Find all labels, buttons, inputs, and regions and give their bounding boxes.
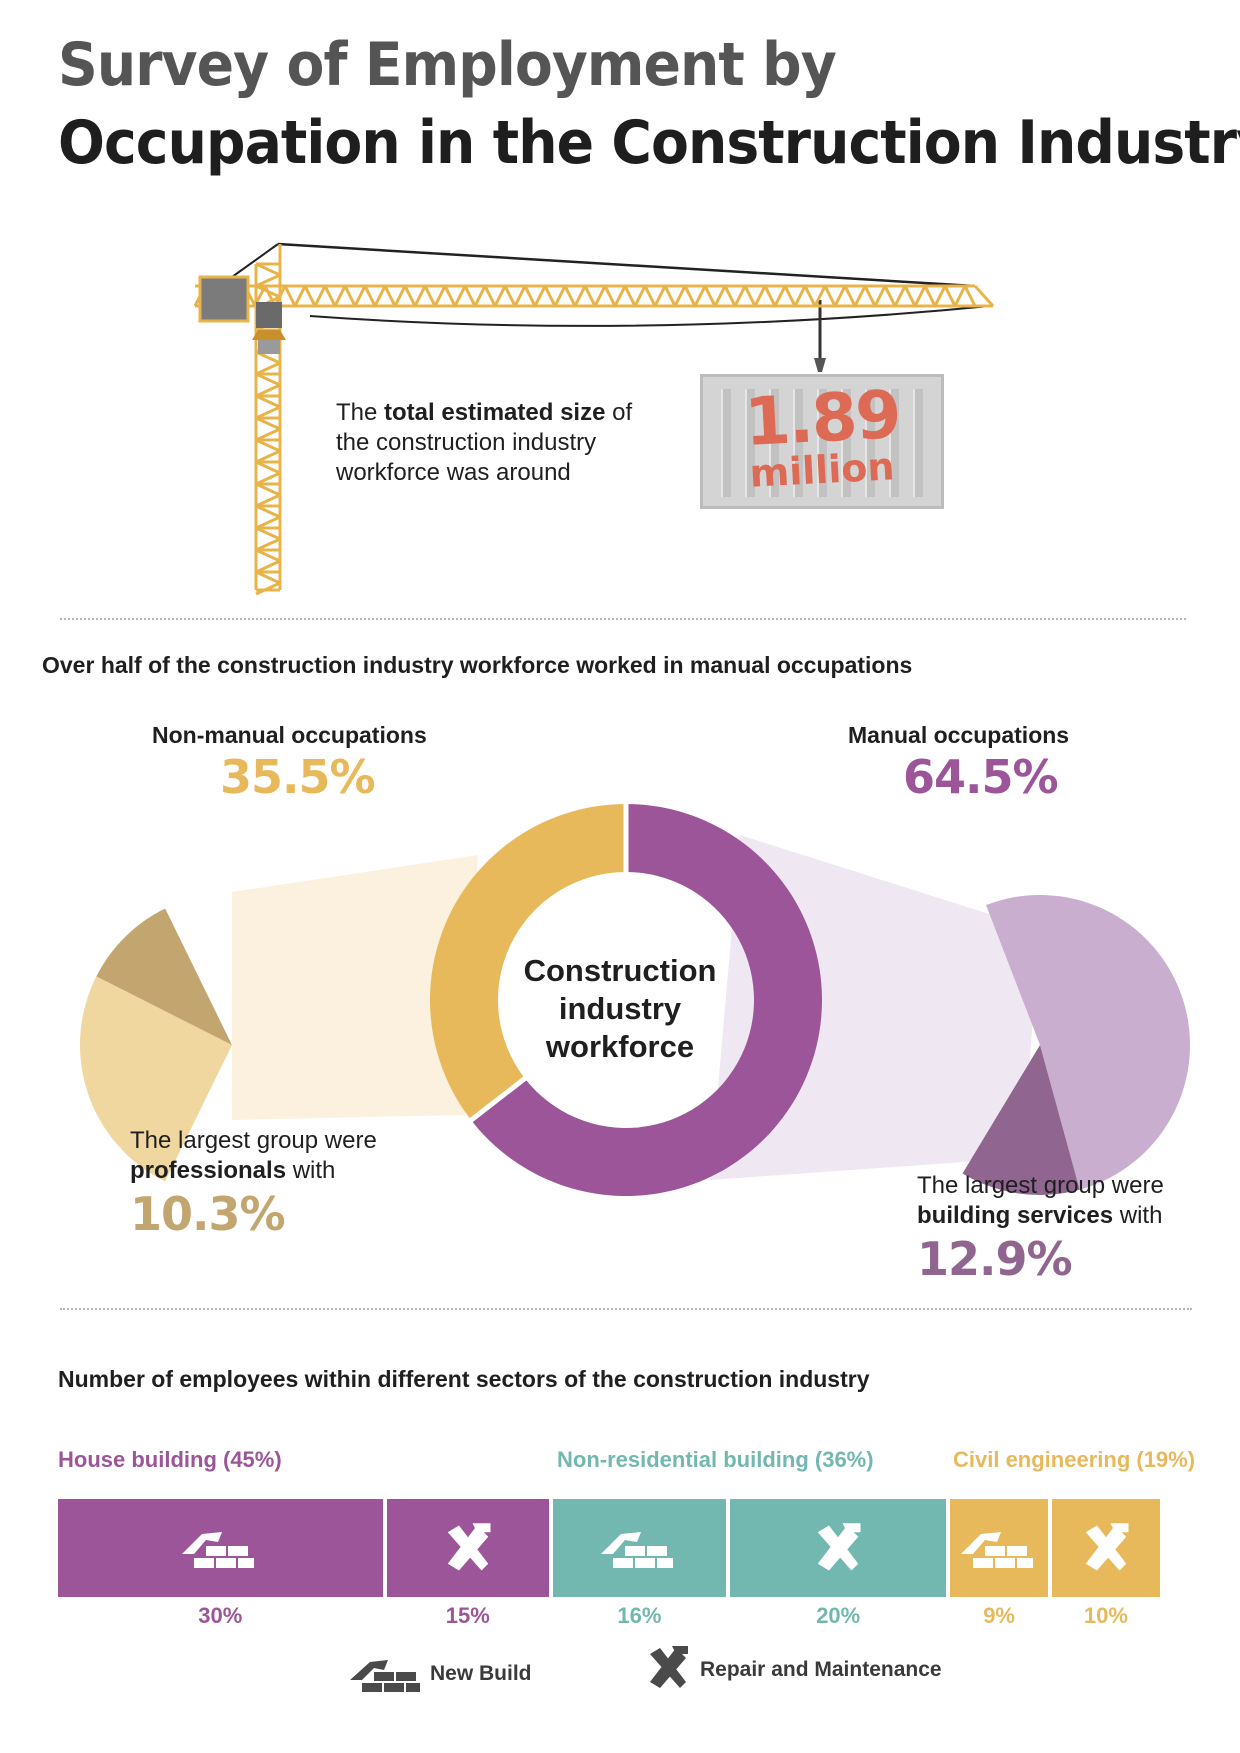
section-divider: [60, 1308, 1192, 1310]
new-build-icon: [959, 1524, 1039, 1572]
new-build-icon: [599, 1524, 679, 1572]
building-services-slice: [962, 1045, 1080, 1195]
nonmanual-other-slice: [80, 976, 232, 1182]
workforce-text-line-2: the construction industry: [336, 429, 597, 456]
donut-separator: [468, 1075, 528, 1124]
manual-label: Manual occupations: [848, 722, 1070, 748]
occupations-pie-chart: [80, 802, 1190, 1196]
container-stripe: [793, 389, 803, 497]
civil-engineering-label: Civil engineering (19%): [953, 1447, 1196, 1472]
bar-segment-non-residential-building-new-build: [552, 1499, 726, 1597]
repair-maintenance-icon: [1081, 1521, 1131, 1575]
professionals-pct: 10.3%: [130, 1187, 286, 1241]
container-stripe: [745, 389, 755, 497]
container-stripe: [817, 389, 827, 497]
container-stripe: [769, 389, 779, 497]
title-line-2: Occupation in the Construction Industry: [58, 108, 1240, 178]
building-services-pct: 12.9%: [917, 1232, 1073, 1286]
nonmanual-breakdown-pie: [80, 908, 232, 1182]
donut-slice-nonmanual: [429, 804, 626, 1121]
bar-segment-house-building-repair-and-maintenance: [386, 1499, 549, 1597]
manual-pct: 64.5%: [903, 750, 1059, 804]
section-divider: [60, 618, 1186, 620]
bar-segment-value-label: 9%: [983, 1603, 1015, 1628]
workforce-donut: [429, 802, 822, 1196]
professionals-text-line-1: The largest group were: [130, 1127, 377, 1154]
professionals-text-bold: professionals: [130, 1157, 287, 1184]
bar-segment-value-label: 30%: [198, 1603, 243, 1628]
crane-icon: [193, 242, 995, 596]
donut-center-label: Construction industry workforce: [505, 952, 735, 1066]
container-stripe: [841, 389, 851, 497]
donut-slice-manual: [471, 804, 822, 1196]
container-stripe: [865, 389, 875, 497]
workforce-text-bold: total estimated size: [384, 399, 606, 426]
new-build-icon: [180, 1524, 260, 1572]
repair-maintenance-legend-label: Repair and Maintenance: [700, 1658, 942, 1681]
professionals-text: The largest group were professionals wit…: [130, 1126, 450, 1186]
bar-segment-house-building-new-build: [58, 1499, 383, 1597]
professionals-text-suffix: with: [286, 1157, 336, 1184]
workforce-text-suffix: of: [605, 399, 633, 426]
repair-maintenance-legend-icon: [650, 1646, 688, 1688]
new-build-legend-label: New Build: [430, 1662, 532, 1685]
title-line-1: Survey of Employment by: [58, 30, 837, 100]
workforce-text-prefix: The: [336, 399, 385, 426]
manual-other-slice: [986, 895, 1190, 1190]
sectors-heading: Number of employees within different sec…: [58, 1366, 870, 1392]
new-build-legend-icon: [350, 1660, 420, 1692]
donut-center-line-2: industry: [558, 991, 682, 1026]
manual-breakdown-pie: [962, 895, 1190, 1195]
crane-illustration: [193, 242, 995, 596]
container-stripe: [913, 389, 923, 497]
repair-maintenance-icon: [443, 1521, 493, 1575]
bar-segment-value-label: 20%: [816, 1603, 861, 1628]
shipping-container: [700, 374, 944, 509]
building-services-text-bold: building services: [917, 1202, 1114, 1229]
bar-segment-non-residential-building-repair-and-maintenance: [730, 1499, 947, 1597]
building-services-text: The largest group were building services…: [917, 1171, 1217, 1231]
bar-segment-civil-engineering-new-build: [950, 1499, 1048, 1597]
professionals-slice: [96, 908, 232, 1045]
house-building-label: House building (45%): [58, 1447, 282, 1472]
nonmanual-label: Non-manual occupations: [152, 722, 427, 748]
workforce-text-line-3: workforce was around: [336, 459, 571, 486]
bar-segment-value-label: 16%: [617, 1603, 662, 1628]
building-services-text-suffix: with: [1113, 1202, 1163, 1229]
container-stripe: [721, 389, 731, 497]
occupations-heading: Over half of the construction industry w…: [42, 652, 913, 678]
donut-center-line-1: Construction: [523, 953, 717, 988]
container-stripe: [889, 389, 899, 497]
repair-maintenance-icon: [813, 1521, 863, 1575]
workforce-size-text: The total estimated size of the construc…: [336, 398, 676, 488]
donut-center-line-3: workforce: [545, 1029, 695, 1064]
bar-segment-value-label: 10%: [1083, 1603, 1128, 1628]
nonmanual-pct: 35.5%: [220, 750, 376, 804]
bar-segment-civil-engineering-repair-and-maintenance: [1051, 1499, 1160, 1597]
nonmanual-connector: [232, 855, 478, 1120]
building-services-text-line-1: The largest group were: [917, 1172, 1164, 1199]
bar-segment-value-label: 15%: [445, 1603, 490, 1628]
nonres-building-label: Non-residential building (36%): [557, 1447, 874, 1472]
